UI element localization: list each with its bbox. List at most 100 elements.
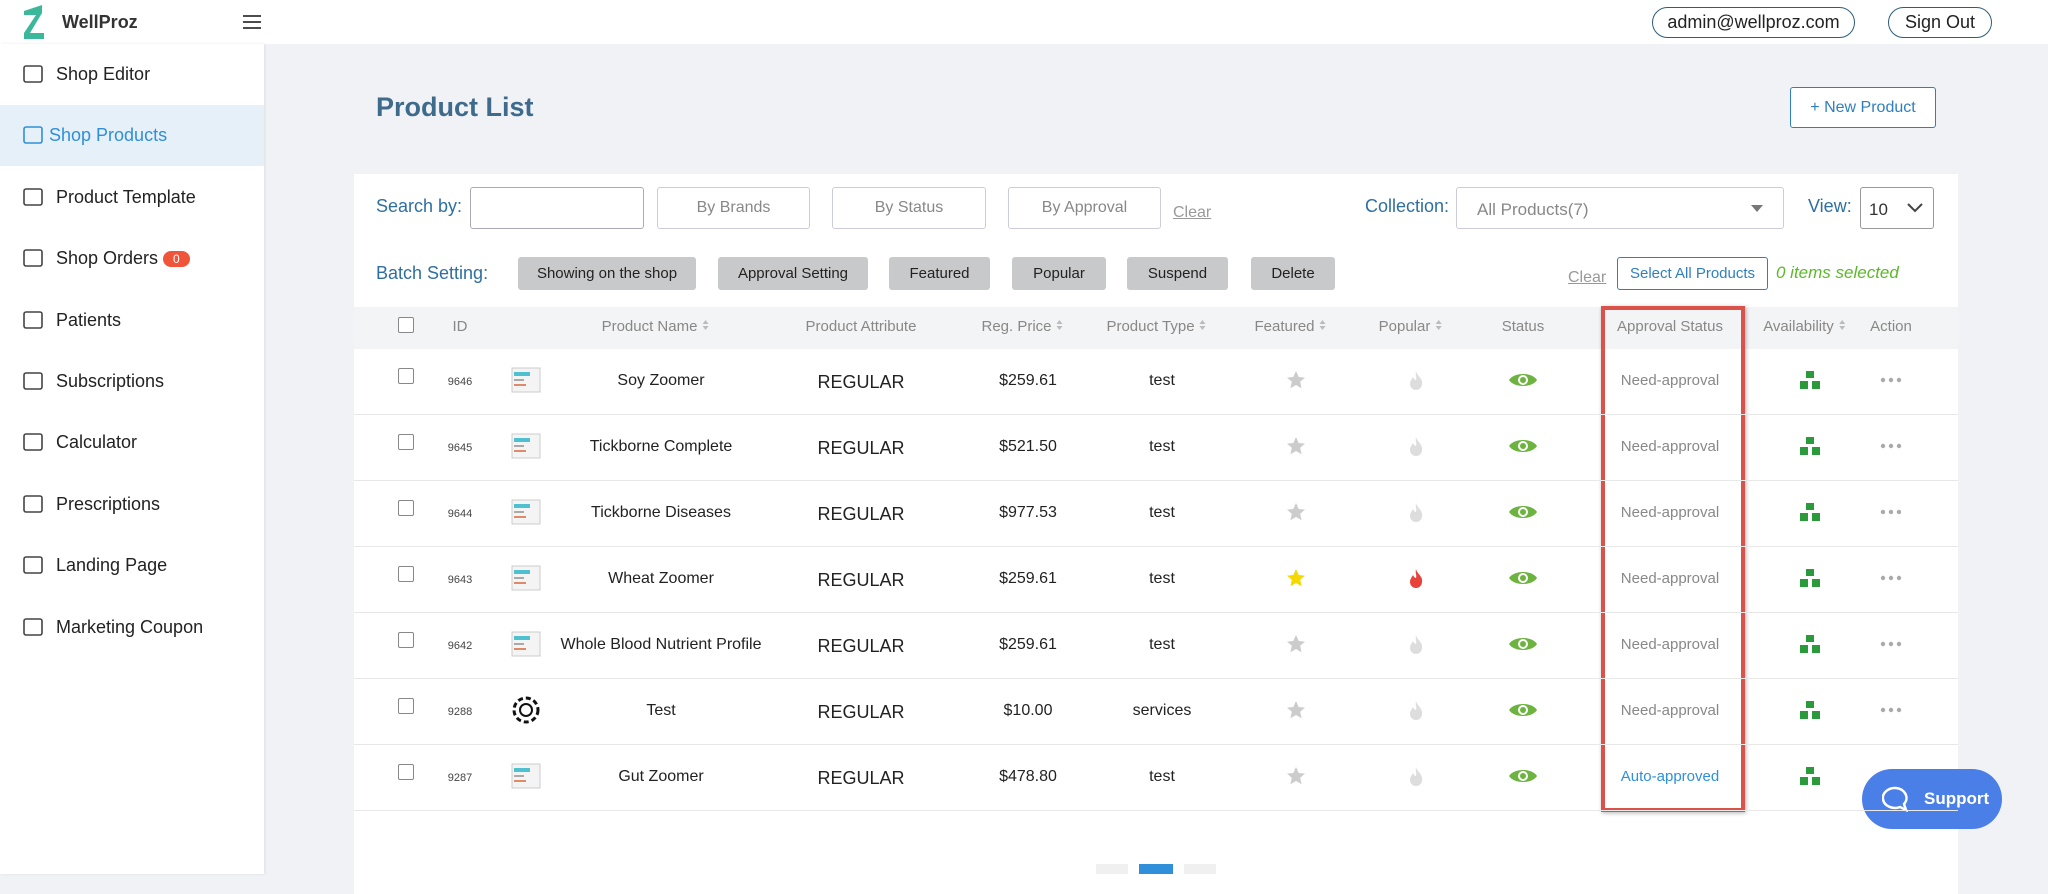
column-header: Product Type xyxy=(1106,318,1207,335)
page-prev[interactable] xyxy=(1096,864,1128,874)
status-icon[interactable] xyxy=(1508,502,1538,522)
view-select[interactable]: 10 xyxy=(1860,187,1934,229)
approval-status: Need-approval xyxy=(1620,504,1720,521)
action-menu[interactable] xyxy=(1879,706,1903,714)
select-all-checkbox[interactable] xyxy=(398,317,414,333)
batch-button[interactable]: Suspend xyxy=(1127,257,1228,290)
sidebar-icon xyxy=(23,372,43,390)
featured-toggle[interactable] xyxy=(1286,502,1306,522)
sidebar-item[interactable]: Subscriptions xyxy=(0,351,264,412)
product-type: test xyxy=(1149,636,1175,653)
filter-approval[interactable]: By Approval xyxy=(1008,187,1161,229)
approval-status: Need-approval xyxy=(1620,570,1720,587)
sidebar-item[interactable]: Prescriptions xyxy=(0,474,264,535)
availability-icon xyxy=(1800,635,1820,653)
search-input[interactable] xyxy=(470,187,644,229)
action-menu[interactable] xyxy=(1879,508,1903,516)
popular-toggle[interactable] xyxy=(1408,436,1424,456)
sidebar-item[interactable]: Landing Page xyxy=(0,535,264,596)
sort-icon[interactable] xyxy=(1198,319,1208,331)
status-icon[interactable] xyxy=(1508,568,1538,588)
popular-toggle[interactable] xyxy=(1408,634,1424,654)
sort-icon[interactable] xyxy=(1055,319,1065,331)
sort-icon[interactable] xyxy=(1433,319,1443,331)
sort-icon[interactable] xyxy=(700,319,710,331)
sort-icon[interactable] xyxy=(1837,319,1847,331)
select-all[interactable]: Select All Products xyxy=(1617,257,1768,290)
page-next[interactable] xyxy=(1184,864,1216,874)
support-icon xyxy=(1882,786,1908,812)
filter-brands[interactable]: By Brands xyxy=(657,187,810,229)
status-icon[interactable] xyxy=(1508,766,1538,786)
action-menu[interactable] xyxy=(1879,442,1903,450)
support-button[interactable]: Support xyxy=(1862,769,2002,829)
sign-out[interactable]: Sign Out xyxy=(1888,7,1992,38)
sidebar-item[interactable]: Product Template xyxy=(0,167,264,228)
row-checkbox[interactable] xyxy=(398,434,414,450)
new-product-button[interactable]: + New Product xyxy=(1790,87,1936,128)
caret xyxy=(1907,203,1923,213)
batch-button[interactable]: Featured xyxy=(889,257,990,290)
availability-icon xyxy=(1800,503,1820,521)
card xyxy=(354,174,1958,894)
clear-batch[interactable]: Clear xyxy=(1568,269,1607,286)
page-current[interactable] xyxy=(1139,864,1173,874)
status-icon[interactable] xyxy=(1508,700,1538,720)
row-divider xyxy=(354,678,1958,679)
clear-filters[interactable]: Clear xyxy=(1173,204,1212,221)
popular-toggle[interactable] xyxy=(1408,502,1424,522)
product-image xyxy=(511,631,541,657)
featured-toggle[interactable] xyxy=(1286,766,1306,786)
row-checkbox[interactable] xyxy=(398,632,414,648)
product-type: test xyxy=(1149,372,1175,389)
row-checkbox[interactable] xyxy=(398,764,414,780)
product-id: 9642 xyxy=(447,640,473,652)
status-icon[interactable] xyxy=(1508,634,1538,654)
popular-toggle[interactable] xyxy=(1408,766,1424,786)
batch-button[interactable]: Delete xyxy=(1251,257,1335,290)
product-name: Test xyxy=(646,702,676,719)
sidebar-item[interactable]: Patients xyxy=(0,290,264,351)
availability-icon xyxy=(1800,437,1820,455)
sidebar-item[interactable]: Marketing Coupon xyxy=(0,597,264,658)
collection-select[interactable]: All Products(7) xyxy=(1456,187,1784,229)
featured-toggle[interactable] xyxy=(1286,370,1306,390)
row-checkbox[interactable] xyxy=(398,566,414,582)
column-header: Popular xyxy=(1379,318,1444,335)
featured-toggle[interactable] xyxy=(1286,436,1306,456)
sidebar-icon xyxy=(23,617,43,636)
sidebar-item[interactable]: Shop Orders 0 xyxy=(0,228,264,289)
sidebar-item[interactable]: Shop Editor xyxy=(0,44,264,105)
featured-toggle[interactable] xyxy=(1286,634,1306,654)
status-icon[interactable] xyxy=(1508,370,1538,390)
filter-status[interactable]: By Status xyxy=(832,187,986,229)
action-menu[interactable] xyxy=(1879,376,1903,384)
sidebar-item[interactable]: Calculator xyxy=(0,412,264,473)
product-type: test xyxy=(1149,504,1175,521)
action-menu[interactable] xyxy=(1879,574,1903,582)
popular-toggle[interactable] xyxy=(1408,370,1424,390)
row-checkbox[interactable] xyxy=(398,500,414,516)
batch-button[interactable]: Approval Setting xyxy=(718,257,868,290)
availability-icon xyxy=(1800,569,1820,587)
status-icon[interactable] xyxy=(1508,436,1538,456)
batch-button[interactable]: Showing on the shop xyxy=(518,257,696,290)
sort-icon[interactable] xyxy=(1318,319,1328,331)
batch-button[interactable]: Popular xyxy=(1012,257,1106,290)
row-divider xyxy=(354,810,1958,811)
sidebar-label: Marketing Coupon xyxy=(56,616,204,637)
sidebar-icon xyxy=(23,65,43,83)
caret xyxy=(1751,205,1763,212)
selected-count: 0 items selected xyxy=(1776,263,1899,282)
row-checkbox[interactable] xyxy=(398,368,414,384)
featured-toggle[interactable] xyxy=(1286,568,1306,588)
popular-toggle[interactable] xyxy=(1408,700,1424,720)
product-image xyxy=(511,763,541,789)
user-email[interactable]: admin@wellproz.com xyxy=(1652,7,1855,38)
action-menu[interactable] xyxy=(1879,640,1903,648)
featured-toggle[interactable] xyxy=(1286,700,1306,720)
row-checkbox[interactable] xyxy=(398,698,414,714)
menu-toggle[interactable] xyxy=(242,14,262,30)
popular-toggle[interactable] xyxy=(1408,568,1424,588)
sidebar-item[interactable]: Shop Products xyxy=(0,105,264,167)
